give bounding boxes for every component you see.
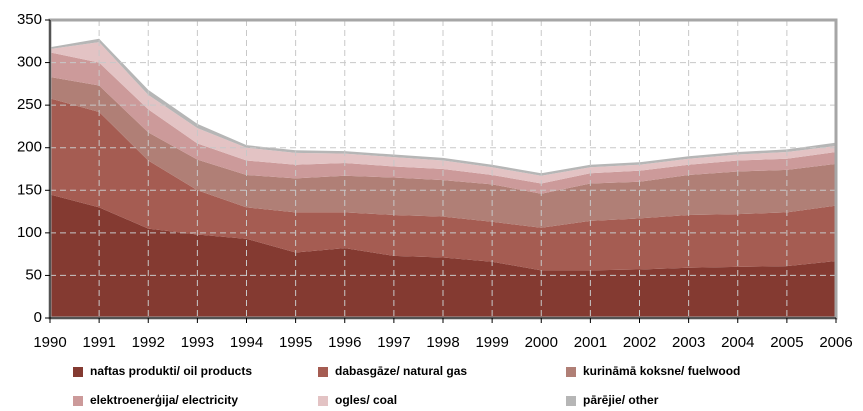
legend-label: pārējie/ other	[583, 393, 659, 407]
x-tick-label: 1997	[377, 334, 410, 351]
legend-label: elektroenerģija/ electricity	[90, 393, 238, 407]
legend-swatch	[318, 367, 328, 377]
y-tick-label: 350	[17, 11, 42, 28]
y-tick-label: 150	[17, 181, 42, 198]
x-tick-label: 1991	[82, 334, 115, 351]
x-tick-label: 2006	[819, 334, 852, 351]
x-tick-label: 1999	[475, 334, 508, 351]
y-tick-label: 0	[34, 309, 42, 326]
x-tick-label: 2002	[623, 334, 656, 351]
y-tick-label: 50	[25, 266, 42, 283]
y-tick-label: 300	[17, 54, 42, 71]
y-tick-label: 200	[17, 139, 42, 156]
legend-label: naftas produkti/ oil products	[90, 364, 252, 378]
legend-swatch	[566, 396, 576, 406]
x-tick-label: 1994	[230, 334, 263, 351]
x-tick-label: 2000	[525, 334, 558, 351]
legend-swatch	[318, 396, 328, 406]
legend-swatch	[73, 367, 83, 377]
area	[50, 194, 836, 318]
x-tick-label: 1990	[33, 334, 66, 351]
x-tick-label: 2005	[770, 334, 803, 351]
x-tick-label: 2001	[574, 334, 607, 351]
legend-swatch	[566, 367, 576, 377]
area	[50, 98, 836, 271]
x-tick-label: 1996	[328, 334, 361, 351]
x-tick-label: 2004	[721, 334, 754, 351]
area	[50, 42, 836, 184]
legend-label: ogles/ coal	[335, 393, 397, 407]
x-tick-label: 1993	[181, 334, 214, 351]
x-tick-label: 1995	[279, 334, 312, 351]
x-tick-label: 2003	[672, 334, 705, 351]
y-tick-label: 250	[17, 96, 42, 113]
x-tick-label: 1998	[426, 334, 459, 351]
legend-swatch	[73, 396, 83, 406]
y-tick-label: 100	[17, 224, 42, 241]
legend-label: dabasgāze/ natural gas	[335, 364, 467, 378]
x-tick-label: 1992	[132, 334, 165, 351]
legend-label: kurināmā koksne/ fuelwood	[583, 364, 740, 378]
